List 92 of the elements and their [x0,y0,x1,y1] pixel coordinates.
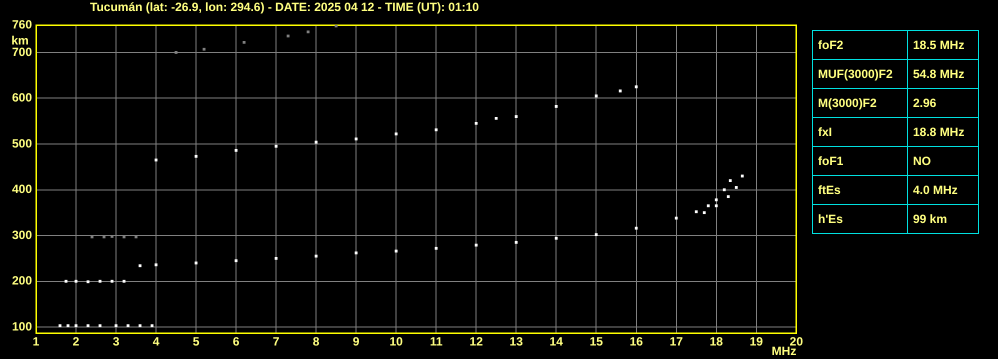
point [150,324,154,328]
point [74,324,78,328]
point [354,251,358,254]
x-tick-label: 4 [152,334,160,349]
point [202,48,206,51]
point [64,280,68,283]
x-tick-label: 6 [232,334,240,349]
text: 18.8 MHz [908,118,978,146]
point [494,116,498,120]
x-tick-label: 3 [112,334,120,349]
text: foF1 [812,146,908,176]
x-tick-label: 8 [312,334,320,349]
point [514,115,518,118]
text: 99 km [908,204,978,234]
x-tick-label: 2 [72,334,80,349]
point [274,256,278,260]
text: MUF(3000)F2 [812,60,908,88]
point [86,280,90,284]
x-tick-label: 13 [510,334,524,349]
y-tick-label: 100 [12,319,32,334]
point [194,262,198,264]
point [138,324,142,328]
y-tick-label: 600 [12,90,32,105]
x-tick-label: 7 [272,334,280,349]
point [594,233,598,236]
point [702,211,706,214]
point [110,280,114,283]
point [58,324,62,328]
point [354,138,358,140]
y-axis-title: km [11,33,29,48]
x-tick-label: 16 [630,334,644,349]
text: foF2 [812,30,908,60]
x-tick-label: 17 [670,334,684,349]
point [594,94,598,98]
y-tick-label: 500 [12,136,32,150]
point [154,158,158,162]
point [474,122,478,125]
text: 2.96 [908,88,978,118]
text: NO [908,146,978,176]
text: h'Es [812,204,908,234]
x-tick-label: 15 [590,334,604,349]
point [234,259,238,262]
x-tick-label: 12 [470,334,484,349]
point [114,324,118,328]
x-tick-label: 18 [710,334,724,349]
point [726,195,730,198]
point [734,186,738,189]
chart-title: Tucumán (lat: -26.9, lon: 294.6) - DATE: 2025 04 12 - TIME (UT): 01:10 [90,0,479,14]
point [314,140,318,144]
text: 4.0 MHz [908,176,978,204]
x-tick-label: 9 [352,334,360,349]
point [122,280,126,283]
x-tick-label: 14 [550,334,564,349]
y-tick-label: 760 [12,17,32,32]
point [194,154,198,158]
x-tick-label: 1 [32,334,40,349]
point [274,144,278,148]
y-tick-label: 300 [12,228,32,242]
text: 18.5 MHz [908,30,978,60]
point [394,132,398,136]
text: ftEs [812,176,908,204]
x-tick-label: 10 [389,334,404,349]
point [514,240,518,244]
point [126,324,130,328]
point [474,244,478,247]
point [306,30,310,34]
point [314,254,318,258]
point [138,264,142,268]
point [674,216,678,220]
point [66,324,70,328]
point [242,40,246,44]
point [86,324,90,328]
y-tick-label: 700 [12,44,32,59]
point [554,105,558,108]
point [740,174,744,178]
text: fxI [812,118,908,146]
text: M(3000)F2 [812,88,908,118]
point [728,179,732,182]
point [74,280,78,283]
point [234,148,238,152]
point [394,250,398,252]
point [154,263,158,266]
point [98,324,102,328]
x-tick-label: 5 [192,334,200,349]
y-tick-label: 200 [12,274,32,288]
x-tick-label: 11 [430,334,443,349]
point [286,34,290,38]
point [618,89,622,92]
text: 54.8 MHz [908,60,978,88]
point [98,280,102,283]
x-tick-label: 19 [750,334,764,349]
y-tick-label: 400 [12,182,32,196]
